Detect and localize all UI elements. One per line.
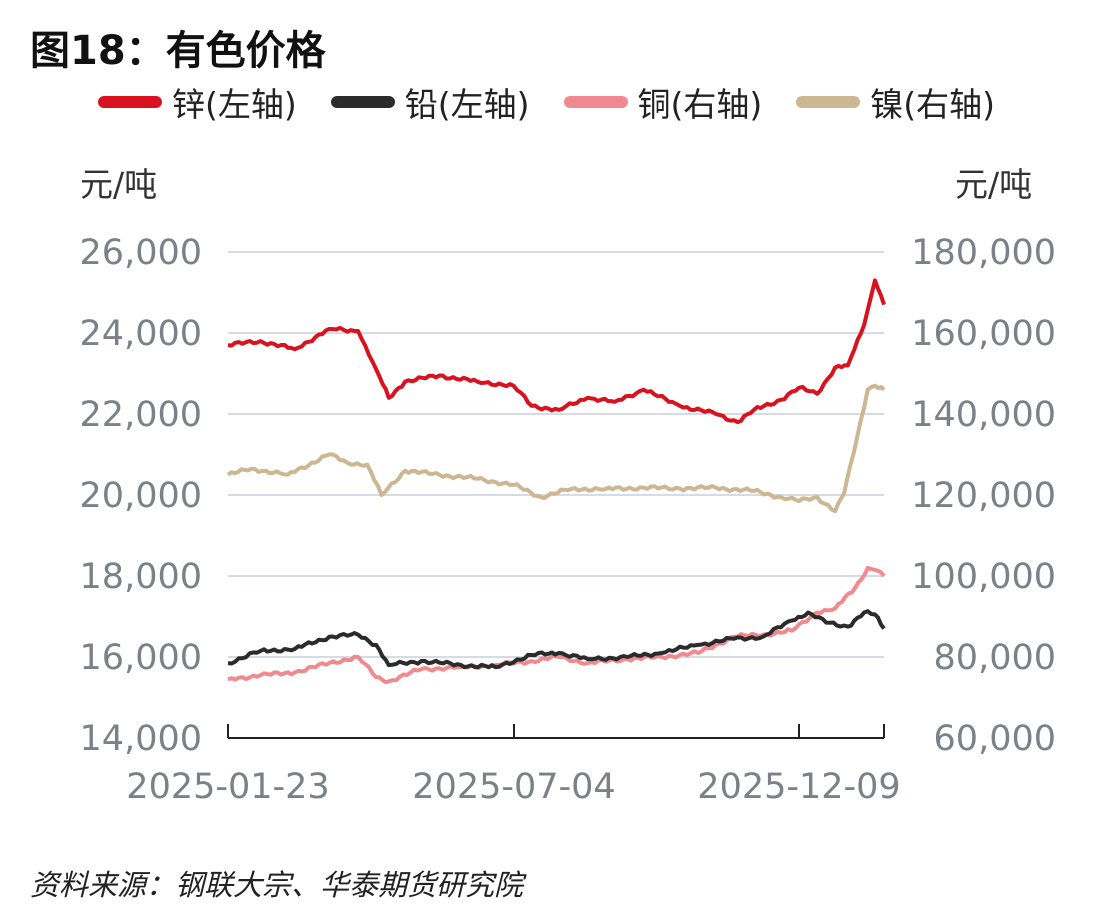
left-y-tick-label: 14,000 [80,719,202,759]
x-tick-label: 2025-07-04 [412,767,615,807]
right-y-tick-label: 80,000 [934,638,1056,678]
right-y-tick-label: 180,000 [911,233,1056,273]
left-y-tick-label: 22,000 [80,395,202,435]
left-y-tick-label: 16,000 [80,638,202,678]
right-y-tick-label: 100,000 [911,557,1056,597]
left-y-tick-label: 24,000 [80,314,202,354]
legend-swatch [563,96,628,108]
left-y-tick-label: 26,000 [80,233,202,273]
legend-item: 铅(左轴) [330,78,530,126]
legend-item: 铜(右轴) [563,78,763,126]
left-axis-unit: 元/吨 [80,165,158,204]
legend-item: 锌(左轴) [98,78,297,126]
series-line-right-0 [226,383,886,514]
left-y-tick-label: 20,000 [80,476,202,516]
chart-title: 图18：有色价格 [30,28,326,74]
legend-swatch [796,96,861,108]
legend-label: 铜(右轴) [637,85,763,124]
legend-label: 锌(左轴) [172,85,297,124]
right-y-tick-label: 160,000 [911,314,1056,354]
right-y-tick-label: 120,000 [911,476,1056,516]
legend-label: 铅(左轴) [404,85,530,124]
right-axis-unit: 元/吨 [955,165,1033,204]
series-line-left-3 [227,278,886,425]
left-y-tick-label: 18,000 [80,557,202,597]
chart-legend: 锌(左轴) 铅(左轴) 铜(右轴) 镍(右轴) [98,82,995,124]
legend-swatch [98,96,162,108]
right-y-tick-label: 60,000 [934,719,1056,759]
x-tick-label: 2025-01-23 [126,767,329,807]
series-line-left-2 [227,609,886,670]
legend-swatch [330,96,395,108]
x-tick-label: 2025-12-09 [697,767,900,807]
legend-item: 镍(右轴) [796,78,995,126]
source-note: 资料来源：钢联大宗、华泰期货研究院 [30,868,524,902]
legend-label: 镍(右轴) [870,85,995,124]
right-y-tick-label: 140,000 [911,395,1056,435]
